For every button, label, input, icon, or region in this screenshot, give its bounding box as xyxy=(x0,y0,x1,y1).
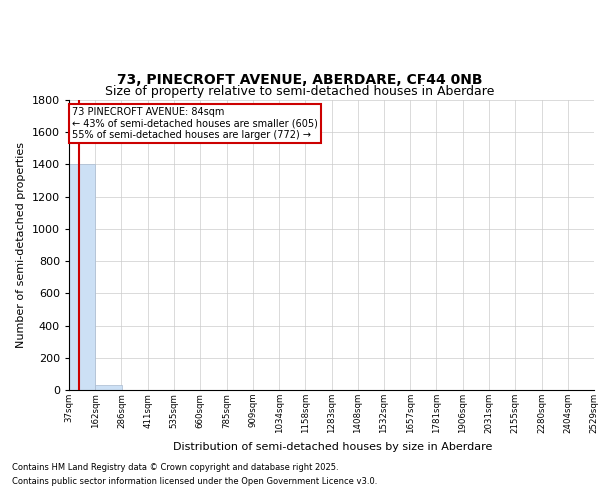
Text: 73, PINECROFT AVENUE, ABERDARE, CF44 0NB: 73, PINECROFT AVENUE, ABERDARE, CF44 0NB xyxy=(117,74,483,88)
Bar xyxy=(69,164,95,390)
Text: Contains HM Land Registry data © Crown copyright and database right 2025.: Contains HM Land Registry data © Crown c… xyxy=(12,464,338,472)
Text: 73 PINECROFT AVENUE: 84sqm
← 43% of semi-detached houses are smaller (605)
55% o: 73 PINECROFT AVENUE: 84sqm ← 43% of semi… xyxy=(72,108,318,140)
Text: Distribution of semi-detached houses by size in Aberdare: Distribution of semi-detached houses by … xyxy=(173,442,493,452)
Bar xyxy=(95,385,122,390)
Text: Size of property relative to semi-detached houses in Aberdare: Size of property relative to semi-detach… xyxy=(106,84,494,98)
Y-axis label: Number of semi-detached properties: Number of semi-detached properties xyxy=(16,142,26,348)
Text: Contains public sector information licensed under the Open Government Licence v3: Contains public sector information licen… xyxy=(12,477,377,486)
